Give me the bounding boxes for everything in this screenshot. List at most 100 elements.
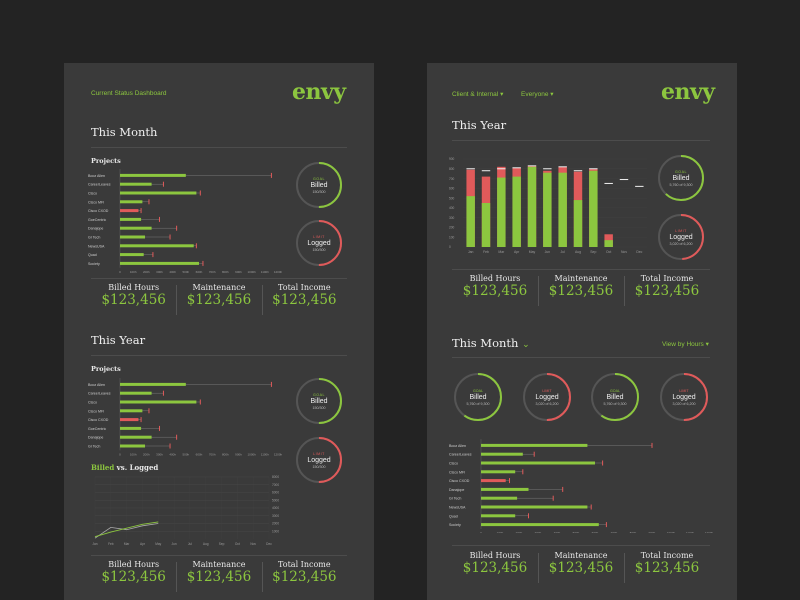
target-marker bbox=[512, 167, 521, 169]
x-tick-label: Feb bbox=[483, 250, 489, 254]
target-marker bbox=[558, 166, 567, 168]
x-tick-label: Oct bbox=[235, 542, 240, 546]
this-month-title: This Month bbox=[91, 125, 158, 139]
stat-value: $123,456 bbox=[101, 569, 166, 585]
project-bar bbox=[481, 496, 518, 500]
y-tick-label: 100 bbox=[449, 235, 455, 239]
y-tick-label: 0 bbox=[449, 245, 451, 249]
target-marker bbox=[605, 522, 607, 528]
this-month-dropdown[interactable]: This Month ⌄ bbox=[452, 336, 530, 350]
view-toggle-label: View by Hours bbox=[662, 341, 704, 348]
billed-bar bbox=[558, 172, 567, 247]
project-label: NewsUSA bbox=[449, 506, 466, 510]
y-tick-label: 1000 bbox=[272, 529, 279, 533]
project-bar bbox=[120, 444, 146, 448]
project-label: Booz Allen bbox=[88, 383, 105, 387]
project-bar bbox=[120, 253, 144, 257]
month-projects-chart: Booz Allen CareerLeaves Cisco Cisco MFI Cisc… bbox=[88, 169, 283, 274]
x-tick-label: 1000h bbox=[247, 270, 256, 274]
stat-divider bbox=[624, 276, 625, 306]
billed-bar bbox=[604, 240, 613, 247]
ring-tag: LIMIT bbox=[675, 229, 687, 233]
stat-label: Total Income bbox=[640, 274, 694, 283]
billed-bar bbox=[497, 177, 506, 247]
project-bar bbox=[120, 244, 194, 248]
current-status-link[interactable]: Current Status Dashboard bbox=[91, 90, 167, 97]
month-stats-row: Billed Hours $123,456 Maintenance $123,456 T… bbox=[452, 551, 710, 591]
ring-tag: GOAL bbox=[313, 177, 325, 181]
x-tick-label: 400h bbox=[554, 531, 561, 533]
this-year-title: This Year bbox=[452, 118, 507, 132]
stat-label: Billed Hours bbox=[469, 274, 521, 283]
x-tick-label: Jul bbox=[188, 542, 192, 546]
x-tick-label: 100h bbox=[130, 270, 137, 274]
year-monthly-bar-chart: 900 800 700 600 500 400 300 200 100 0 Jan Feb Mar Apr… bbox=[449, 157, 647, 254]
stat-block: Total Income $123,456 bbox=[624, 551, 710, 576]
target-marker bbox=[152, 252, 154, 258]
ring-value: 150/300 bbox=[313, 406, 326, 410]
project-bar bbox=[481, 479, 506, 483]
vs-logged-word: vs. Logged bbox=[114, 463, 159, 472]
month-stats-row: Billed Hours $123,456 Maintenance $123,456 T… bbox=[91, 283, 347, 323]
x-tick-label: Apr bbox=[514, 250, 520, 254]
x-tick-label: 1200h bbox=[705, 531, 714, 533]
stat-divider bbox=[261, 285, 263, 315]
stat-block: Maintenance $123,456 bbox=[176, 283, 261, 308]
stat-block: Maintenance $123,456 bbox=[538, 274, 624, 299]
ring-label: Logged bbox=[669, 234, 692, 241]
target-marker bbox=[270, 172, 272, 178]
ring-label: Billed bbox=[310, 398, 327, 405]
ring-value: 5,760 of 9,300 bbox=[604, 402, 627, 406]
x-tick-label: 900h bbox=[649, 531, 656, 533]
x-tick-label: Aug bbox=[575, 250, 581, 254]
target-marker bbox=[176, 225, 178, 231]
target-marker bbox=[604, 182, 613, 184]
people-filter-dropdown[interactable]: Everyone ▾ bbox=[521, 90, 554, 98]
y-tick-label: 6000 bbox=[272, 491, 279, 495]
ring-value: 150/300 bbox=[313, 248, 326, 252]
stat-divider bbox=[624, 553, 625, 583]
project-label: Cisco MFI bbox=[88, 409, 104, 413]
project-bar bbox=[120, 217, 142, 221]
x-tick-label: Aug bbox=[203, 542, 209, 546]
stat-value: $123,456 bbox=[634, 560, 700, 576]
target-marker bbox=[148, 199, 150, 205]
stat-label: Billed Hours bbox=[108, 283, 160, 292]
stat-block: Maintenance $123,456 bbox=[538, 551, 624, 576]
y-tick-label: 800 bbox=[449, 167, 455, 171]
x-tick-label: May bbox=[155, 542, 161, 546]
project-bar bbox=[120, 409, 143, 413]
x-tick-label: Dec bbox=[266, 542, 272, 546]
ring-tag: GOAL bbox=[610, 389, 620, 393]
x-tick-label: 900h bbox=[235, 270, 242, 274]
view-by-hours-dropdown[interactable]: View by Hours ▾ bbox=[662, 340, 709, 348]
stat-value: $123,456 bbox=[186, 569, 252, 585]
project-label: Quad bbox=[449, 514, 458, 518]
project-label: Society bbox=[88, 262, 100, 266]
x-tick-label: Jun bbox=[172, 542, 177, 546]
target-marker bbox=[497, 168, 506, 170]
project-bar bbox=[120, 226, 152, 230]
divider bbox=[452, 545, 710, 546]
ring-label: Billed bbox=[607, 394, 624, 401]
project-bar bbox=[120, 435, 152, 439]
project-bar bbox=[120, 382, 186, 386]
client-filter-dropdown[interactable]: Client & Internal ▾ bbox=[452, 90, 503, 98]
x-tick-label: 700h bbox=[209, 270, 216, 274]
billed-series-line bbox=[94, 521, 159, 538]
target-marker bbox=[176, 434, 178, 440]
project-label: CareerLeaves bbox=[88, 183, 111, 187]
project-bar bbox=[120, 391, 152, 395]
ring-label: Logged bbox=[307, 457, 330, 464]
project-bar bbox=[481, 487, 529, 491]
project-label: GoeCentric bbox=[88, 218, 106, 222]
x-tick-label: 500h bbox=[573, 531, 580, 533]
billed-word: Billed bbox=[91, 463, 115, 472]
ring-label: Logged bbox=[672, 394, 695, 401]
ring-tag: LIMIT bbox=[313, 235, 325, 239]
stat-block: Total Income $123,456 bbox=[262, 560, 347, 585]
target-marker bbox=[543, 168, 552, 170]
project-label: CareerLeaves bbox=[88, 392, 111, 396]
